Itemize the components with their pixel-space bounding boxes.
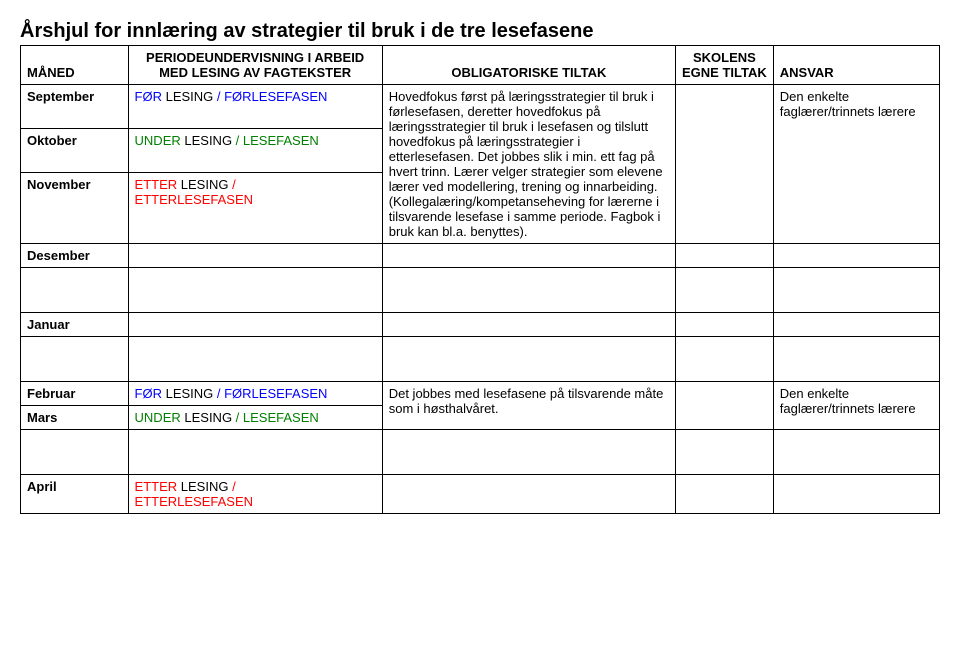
phase-etter-pre: ETTER xyxy=(135,177,181,192)
phase-for-pre: FØR xyxy=(135,89,166,104)
cell-tiltak-januar xyxy=(382,313,675,337)
cell-spacer-2-1 xyxy=(21,337,129,382)
cell-spacer-3-1 xyxy=(21,430,129,475)
cell-month-desember: Desember xyxy=(21,244,129,268)
cell-periode-november: ETTER LESING / ETTERLESEFASEN xyxy=(128,172,382,243)
row-september: September FØR LESING / FØRLESEFASEN Hove… xyxy=(21,85,940,129)
cell-spacer-2-5 xyxy=(773,337,939,382)
cell-periode-april: ETTER LESING / ETTERLESEFASEN xyxy=(128,475,382,514)
cell-egne-januar xyxy=(676,313,774,337)
phase-lesing-4: LESING xyxy=(166,386,214,401)
phase-lesing: LESING xyxy=(166,89,214,104)
col-header-obligatoriske: OBLIGATORISKE TILTAK xyxy=(382,46,675,85)
row-januar: Januar xyxy=(21,313,940,337)
cell-ansvar-autumn: Den enkelte faglærer/trinnets lærere xyxy=(773,85,939,244)
cell-periode-mars: UNDER LESING / LESEFASEN xyxy=(128,406,382,430)
cell-egne-april xyxy=(676,475,774,514)
phase-etter-pre-2: ETTER xyxy=(135,479,181,494)
phase-for-rest: / FØRLESEFASEN xyxy=(213,89,327,104)
cell-spacer-2-2 xyxy=(128,337,382,382)
cell-month-februar: Februar xyxy=(21,382,129,406)
phase-for-rest-2: / FØRLESEFASEN xyxy=(213,386,327,401)
cell-spacer-2-4 xyxy=(676,337,774,382)
arshjul-table: MÅNED PERIODEUNDERVISNING I ARBEID MED L… xyxy=(20,45,940,514)
row-spacer-2 xyxy=(21,337,940,382)
col-header-ansvar: ANSVAR xyxy=(773,46,939,85)
phase-under-rest-2: / LESEFASEN xyxy=(232,410,319,425)
cell-ansvar-april xyxy=(773,475,939,514)
cell-periode-oktober: UNDER LESING / LESEFASEN xyxy=(128,128,382,172)
col-header-maned: MÅNED xyxy=(21,46,129,85)
cell-spacer-3-3 xyxy=(382,430,675,475)
cell-spacer-3-5 xyxy=(773,430,939,475)
cell-month-mars: Mars xyxy=(21,406,129,430)
cell-spacer-1-2 xyxy=(128,268,382,313)
cell-month-november: November xyxy=(21,172,129,243)
cell-egne-desember xyxy=(676,244,774,268)
row-spacer-1 xyxy=(21,268,940,313)
cell-month-april: April xyxy=(21,475,129,514)
cell-tiltak-desember xyxy=(382,244,675,268)
phase-lesing-5: LESING xyxy=(184,410,232,425)
phase-lesing-2: LESING xyxy=(184,133,232,148)
cell-tiltak-spring: Det jobbes med lesefasene på tilsvarende… xyxy=(382,382,675,430)
header-row: MÅNED PERIODEUNDERVISNING I ARBEID MED L… xyxy=(21,46,940,85)
cell-periode-januar xyxy=(128,313,382,337)
row-spacer-3 xyxy=(21,430,940,475)
cell-spacer-3-2 xyxy=(128,430,382,475)
phase-etter-rest2-2: ETTERLESEFASEN xyxy=(135,494,253,509)
phase-etter-rest2: ETTERLESEFASEN xyxy=(135,192,253,207)
cell-ansvar-januar xyxy=(773,313,939,337)
cell-month-oktober: Oktober xyxy=(21,128,129,172)
cell-periode-februar: FØR LESING / FØRLESEFASEN xyxy=(128,382,382,406)
row-februar: Februar FØR LESING / FØRLESEFASEN Det jo… xyxy=(21,382,940,406)
phase-lesing-6: LESING xyxy=(181,479,229,494)
phase-lesing-3: LESING xyxy=(181,177,229,192)
cell-spacer-1-5 xyxy=(773,268,939,313)
phase-etter-rest1-2: / xyxy=(228,479,235,494)
cell-egne-spring xyxy=(676,382,774,430)
cell-tiltak-autumn: Hovedfokus først på læringsstrategier ti… xyxy=(382,85,675,244)
col-header-egne: SKOLENS EGNE TILTAK xyxy=(676,46,774,85)
cell-month-januar: Januar xyxy=(21,313,129,337)
phase-under-pre: UNDER xyxy=(135,133,185,148)
cell-ansvar-spring: Den enkelte faglærer/trinnets lærere xyxy=(773,382,939,430)
cell-spacer-1-1 xyxy=(21,268,129,313)
phase-under-rest: / LESEFASEN xyxy=(232,133,319,148)
row-desember: Desember xyxy=(21,244,940,268)
cell-spacer-2-3 xyxy=(382,337,675,382)
cell-ansvar-desember xyxy=(773,244,939,268)
phase-for-pre-2: FØR xyxy=(135,386,166,401)
phase-etter-rest1: / xyxy=(228,177,235,192)
cell-spacer-1-3 xyxy=(382,268,675,313)
page-title: Årshjul for innlæring av strategier til … xyxy=(20,20,940,43)
cell-periode-september: FØR LESING / FØRLESEFASEN xyxy=(128,85,382,129)
phase-under-pre-2: UNDER xyxy=(135,410,185,425)
cell-tiltak-april xyxy=(382,475,675,514)
row-april: April ETTER LESING / ETTERLESEFASEN xyxy=(21,475,940,514)
col-header-periode: PERIODEUNDERVISNING I ARBEID MED LESING … xyxy=(128,46,382,85)
cell-egne-autumn xyxy=(676,85,774,244)
cell-periode-desember xyxy=(128,244,382,268)
cell-spacer-1-4 xyxy=(676,268,774,313)
cell-spacer-3-4 xyxy=(676,430,774,475)
cell-month-september: September xyxy=(21,85,129,129)
